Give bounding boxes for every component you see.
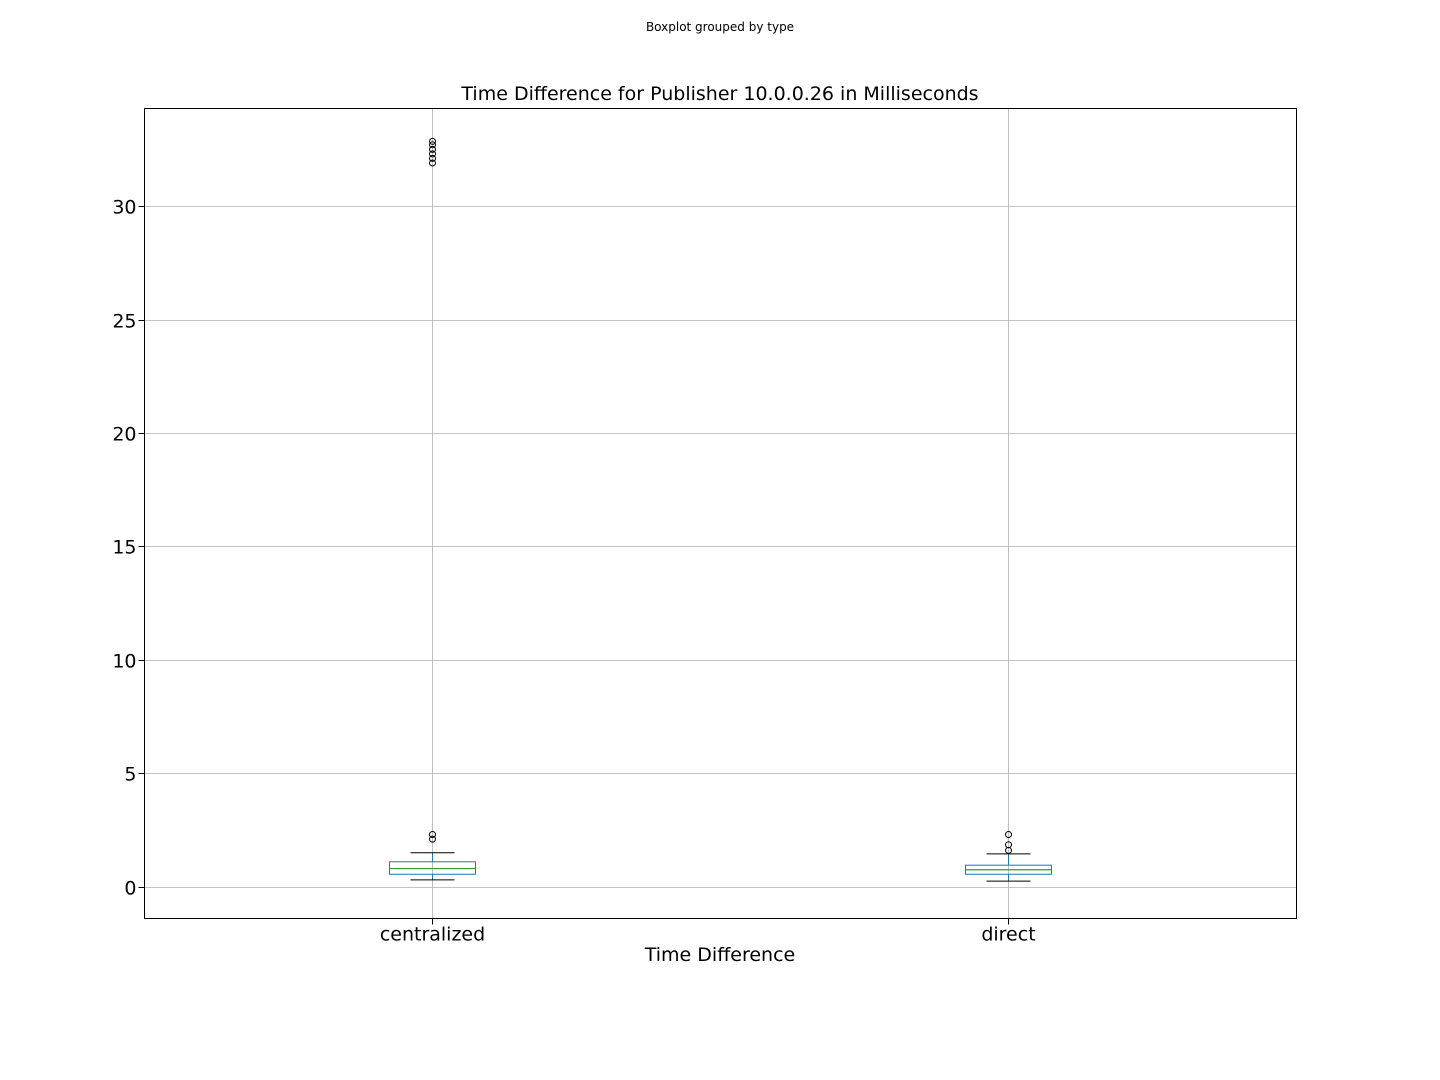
outlier-point [429,154,436,162]
x-axis-label: Time Difference [644,944,796,966]
plot-area-frame [144,108,1297,919]
outlier-point [429,159,436,167]
grid-layer [144,108,1297,919]
y-tick-label: 20 [112,424,136,446]
outlier-point [429,141,436,149]
outlier-point [429,137,436,145]
x-tick-label: direct [981,924,1035,946]
box-layer [389,137,1052,882]
outlier-point [429,831,436,839]
outlier-point [1005,841,1012,849]
y-tick-label: 0 [124,878,136,900]
tick-layer: 0 5 10 15 20 25 30 centralized direct [112,197,1035,946]
y-tick-label: 25 [112,311,136,333]
y-tick-label: 30 [112,197,136,219]
figure-suptitle: Boxplot grouped by type [645,20,795,34]
y-tick-label: 5 [124,764,136,786]
outlier-point [1005,831,1012,839]
chart-title: Time Difference for Publisher 10.0.0.26 … [461,83,979,105]
outlier-point [429,835,436,843]
outlier-point [429,145,436,153]
y-tick-label: 15 [112,537,136,559]
x-tick-label: centralized [380,924,485,946]
outlier-point [429,150,436,158]
y-tick-label: 10 [112,651,136,673]
